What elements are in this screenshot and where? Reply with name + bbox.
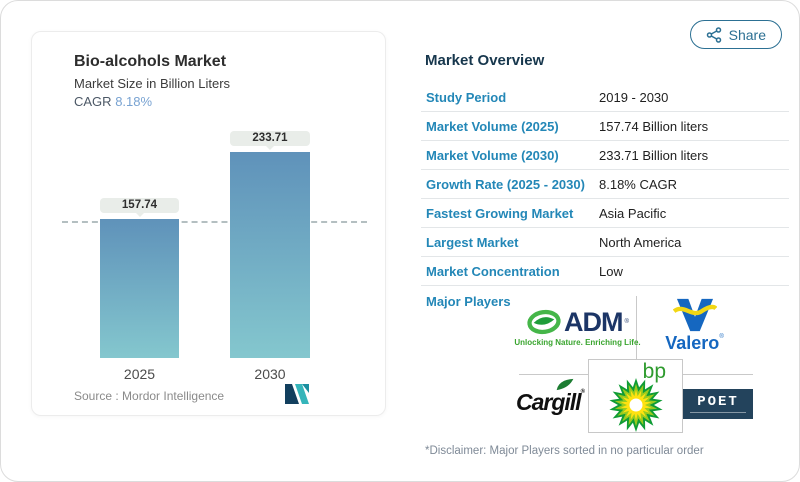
source-value: Mordor Intelligence <box>122 389 225 403</box>
bar-group-2030: 233.71 <box>230 131 310 358</box>
market-overview-heading: Market Overview <box>425 52 545 69</box>
adm-wordmark: ADM <box>564 306 623 337</box>
row-value: North America <box>599 234 682 250</box>
mordor-intelligence-logo-icon <box>285 384 309 409</box>
chart-cagr: CAGR 8.18% <box>74 94 152 109</box>
row-value: 2019 - 2030 <box>599 89 669 105</box>
bar-group-2025: 157.74 <box>100 198 179 358</box>
adm-registered-mark: ® <box>624 319 629 325</box>
row-value: 157.74 Billion liters <box>599 118 709 134</box>
cagr-value: 8.18% <box>115 94 153 109</box>
bar-value-pill: 233.71 <box>230 131 310 146</box>
cagr-label: CAGR <box>74 94 112 109</box>
adm-tagline: Unlocking Nature. Enriching Life. <box>514 337 641 347</box>
pill-pointer <box>265 145 275 150</box>
cargill-wordmark: Cargill® <box>516 389 586 415</box>
table-row: Fastest Growing Market Asia Pacific <box>421 199 789 228</box>
players-grid-divider <box>519 374 588 375</box>
player-logo-poet: POET <box>683 389 753 419</box>
pill-pointer <box>134 212 145 217</box>
player-logo-bp: bp <box>588 359 683 433</box>
chart-subtitle: Market Size in Billion Liters <box>74 76 231 91</box>
row-label: Largest Market <box>426 234 519 250</box>
bar <box>100 219 179 358</box>
table-row: Growth Rate (2025 - 2030) 8.18% CAGR <box>421 170 789 199</box>
bp-helios-icon <box>609 378 663 432</box>
row-label: Study Period <box>426 89 507 105</box>
adm-leaf-icon <box>526 309 562 335</box>
valero-wordmark: Valero <box>665 333 720 353</box>
chart-title: Bio-alcohols Market <box>74 53 227 70</box>
row-label: Fastest Growing Market <box>426 205 574 221</box>
table-row: Study Period 2019 - 2030 <box>421 83 789 112</box>
x-axis-label-2025: 2025 <box>123 366 156 382</box>
major-players-label: Major Players <box>426 294 511 309</box>
cargill-registered-mark: ® <box>580 389 586 395</box>
row-label: Market Concentration <box>426 263 560 279</box>
bar <box>230 152 310 358</box>
players-grid-divider <box>636 296 637 359</box>
valero-registered-mark: ® <box>719 334 724 340</box>
table-row: Largest Market North America <box>421 228 789 257</box>
bar-value-2030: 233.71 <box>252 132 288 144</box>
market-size-chart-card: Bio-alcohols Market Market Size in Billi… <box>31 31 386 416</box>
row-label: Market Volume (2030) <box>426 147 559 163</box>
x-axis-label-2030: 2030 <box>254 366 286 382</box>
cargill-leaf-icon <box>554 378 576 391</box>
row-value: 233.71 Billion liters <box>599 147 709 163</box>
poet-tagline-rule <box>690 412 746 413</box>
table-row: Market Volume (2025) 157.74 Billion lite… <box>421 112 789 141</box>
table-row: Market Concentration Low <box>421 257 789 286</box>
bar-value-pill: 157.74 <box>100 198 179 213</box>
row-label: Growth Rate (2025 - 2030) <box>426 176 585 192</box>
reference-line <box>62 221 367 223</box>
player-logo-adm: ADM ® Unlocking Nature. Enriching Life. <box>514 296 640 359</box>
row-value: Low <box>599 263 623 279</box>
player-logo-cargill: Cargill® <box>516 378 592 423</box>
poet-wordmark: POET <box>697 394 739 410</box>
share-button[interactable]: Share <box>689 20 782 49</box>
player-logo-valero: Valero® <box>636 296 753 359</box>
table-row: Market Volume (2030) 233.71 Billion lite… <box>421 141 789 170</box>
row-value: Asia Pacific <box>599 205 667 221</box>
bp-wordmark: bp <box>642 360 666 383</box>
source-row: Source : Mordor Intelligence <box>74 389 224 403</box>
market-overview-table: Study Period 2019 - 2030 Market Volume (… <box>421 83 789 286</box>
disclaimer-text: *Disclaimer: Major Players sorted in no … <box>425 445 704 457</box>
players-grid-divider <box>683 374 753 375</box>
valero-v-icon <box>672 296 717 334</box>
row-value: 8.18% CAGR <box>599 176 678 192</box>
row-label: Market Volume (2025) <box>426 118 559 134</box>
share-nodes-icon <box>706 26 722 43</box>
bar-value-2025: 157.74 <box>121 199 158 211</box>
source-label: Source : <box>74 389 119 403</box>
share-button-label: Share <box>728 26 766 43</box>
